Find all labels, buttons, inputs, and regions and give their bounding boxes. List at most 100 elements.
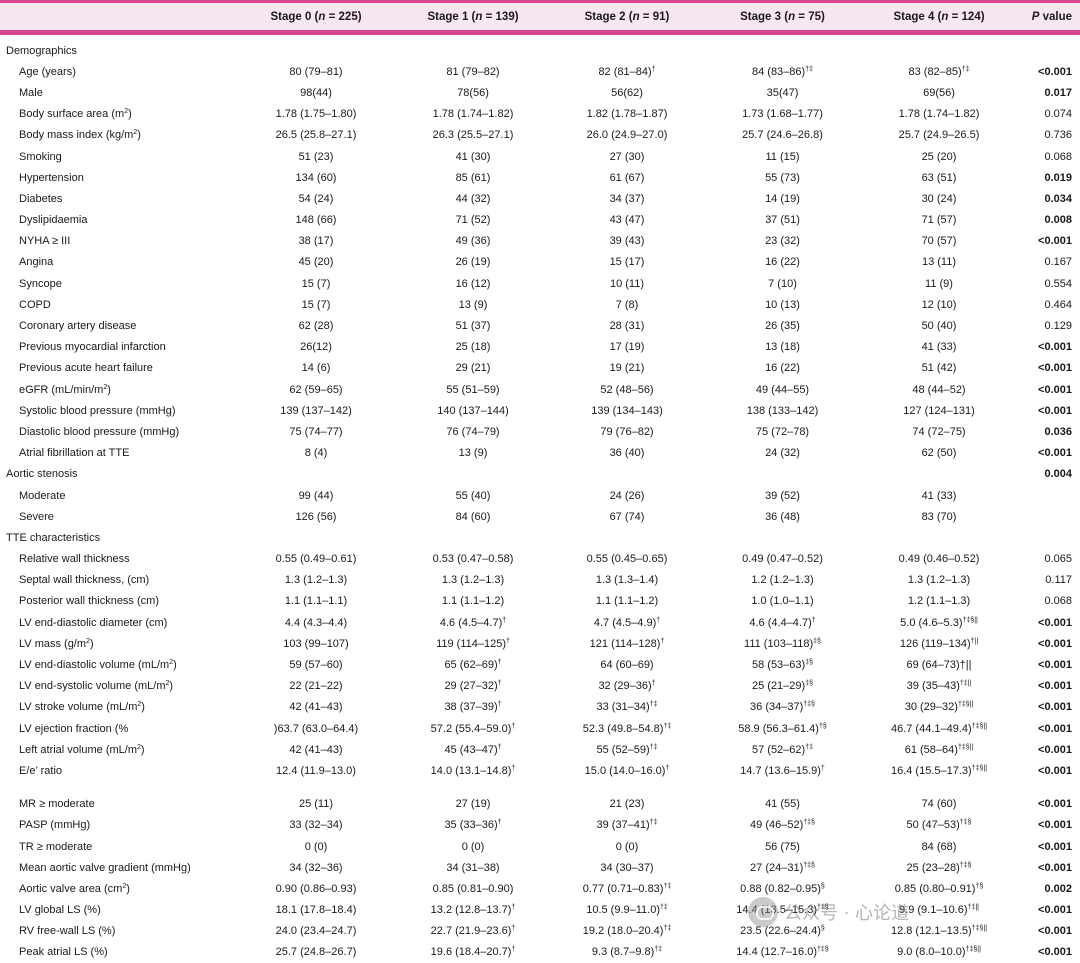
stage-1-value: 25 (18) <box>455 341 491 354</box>
row-label: LV end-diastolic diameter (cm) <box>19 616 168 629</box>
header-stage-0: Stage 0 (n = 225) <box>270 10 362 23</box>
table-row: LV mass (g/m2) 103 (99–107) 119 (114–125)†… <box>0 633 1080 654</box>
stage-3-value: 84 (83–86)†‡ <box>751 65 813 78</box>
stage-3-value: 13 (18) <box>765 341 800 354</box>
row-label: PASP (mmHg) <box>19 819 91 832</box>
stage-4-value: 9.0 (8.0–10.0)†‡§|| <box>897 946 981 959</box>
p-value: 0.002 <box>1044 882 1072 895</box>
table-row: Angina 45 (20) 26 (19) 15 (17) 16 (22) 13 (11… <box>0 252 1080 273</box>
stage-3-value: 0.88 (0.82–0.95)§ <box>740 882 825 895</box>
table-row: PASP (mmHg) 33 (32–34) 35 (33–36)† 39 (37–4… <box>0 815 1080 836</box>
stage-4-value: 51 (42) <box>921 362 957 375</box>
stage-3-value: 111 (103–118)‡§ <box>744 637 821 650</box>
significance-marker: †‡ <box>649 701 658 709</box>
stage-0-value: 1.3 (1.2–1.3) <box>284 574 348 587</box>
stage-3-value: 14.7 (13.6–15.9)† <box>740 764 825 777</box>
row-label: LV mass (g/m2) <box>19 637 94 650</box>
stage-1-value: 16 (12) <box>455 277 491 290</box>
table-row: Body mass index (kg/m2) 26.5 (25.8–27.1) 2… <box>0 125 1080 146</box>
p-value: <0.001 <box>1038 235 1072 248</box>
significance-marker: † <box>651 680 656 688</box>
p-value: 0.464 <box>1044 298 1072 311</box>
stage-0-value: 54 (24) <box>298 192 334 205</box>
p-value <box>1017 40 1080 61</box>
stage-0-value: 98(44) <box>300 86 332 99</box>
stage-1-value: 119 (114–125)† <box>436 637 510 650</box>
header-stage-4: Stage 4 (n = 124) <box>893 10 985 23</box>
stage-0-value: 8 (4) <box>304 447 328 460</box>
table-row: Moderate 99 (44) 55 (40) 24 (26) 39 (52) 41 (… <box>0 485 1080 506</box>
p-value: <0.001 <box>1038 861 1072 874</box>
significance-marker: †‡|| <box>967 904 979 912</box>
stage-3-value: 1.2 (1.2–1.3) <box>751 574 814 587</box>
stage-3-value: 16 (22) <box>765 362 800 375</box>
p-value: <0.001 <box>1038 946 1072 959</box>
stage-4-value: 11 (9) <box>925 277 953 290</box>
stage-1-value <box>396 527 550 548</box>
stage-0-value: 42 (41–43) <box>289 701 343 714</box>
stage-4-value: 1.78 (1.74–1.82) <box>898 108 980 121</box>
significance-marker: † <box>497 743 502 751</box>
p-value: 0.167 <box>1044 256 1072 269</box>
stage-3-value: 55 (73) <box>765 171 800 184</box>
stage-4-value: 69 (64–73)†|| <box>906 659 972 672</box>
p-value: <0.001 <box>1038 798 1072 811</box>
significance-marker: † <box>497 680 502 688</box>
stage-2-value: 43 (47) <box>609 214 645 227</box>
p-value: <0.001 <box>1038 637 1072 650</box>
stage-3-value: 57 (52–62)†‡ <box>751 743 813 756</box>
stage-3-value: 25.7 (24.6–26.8) <box>742 129 823 142</box>
table-row: Atrial fibrillation at TTE 8 (4) 13 (9) 36 … <box>0 443 1080 464</box>
stage-1-value: 55 (51–59) <box>446 383 500 396</box>
stage-2-value: 28 (31) <box>609 320 645 333</box>
table-row: Diastolic blood pressure (mmHg) 75 (74–77… <box>0 421 1080 442</box>
stage-0-value: 0 (0) <box>304 840 328 853</box>
stage-2-value: 56(62) <box>611 86 643 99</box>
stage-0-value: 42 (41–43) <box>289 743 343 756</box>
header-p-value: P value <box>1031 10 1072 23</box>
stage-0-value: 38 (17) <box>298 235 334 248</box>
p-value: <0.001 <box>1038 904 1072 917</box>
p-value: <0.001 <box>1038 840 1072 853</box>
stage-4-value: 25 (20) <box>921 150 957 163</box>
stage-1-value: 29 (27–32)† <box>444 680 502 693</box>
stage-1-value: 14.0 (13.1–14.8)† <box>430 764 516 777</box>
table-row: Severe 126 (56) 84 (60) 67 (74) 36 (48) 83 (7… <box>0 506 1080 527</box>
stage-3-value <box>704 527 861 548</box>
spacer-row <box>0 782 1080 794</box>
stage-1-value: 13.2 (12.8–13.7)† <box>430 904 516 917</box>
stage-2-value: 19.2 (18.0–20.4)†‡ <box>582 925 672 938</box>
significance-marker: †‡ <box>663 722 672 730</box>
stage-4-value: 5.0 (4.6–5.3)†‡§|| <box>900 616 978 629</box>
stage-0-value: 62 (59–65) <box>289 383 343 396</box>
significance-marker: †‡§|| <box>957 743 974 751</box>
significance-marker: †‡§|| <box>962 616 978 624</box>
table-body: Demographics Age (years) 80 (79–81) 81 (79–… <box>0 35 1080 963</box>
stage-1-value <box>396 40 550 61</box>
p-value: 0.008 <box>1044 214 1072 227</box>
stage-2-value: 34 (37) <box>609 192 645 205</box>
stage-4-value: 9.9 (9.1–10.6)†‡|| <box>899 904 979 917</box>
significance-marker: † <box>811 616 816 624</box>
stage-1-value: 29 (21) <box>455 362 491 375</box>
significance-marker: †‡ <box>649 819 658 827</box>
stage-3-value: 56 (75) <box>765 840 800 853</box>
table-row: Relative wall thickness 0.55 (0.49–0.61) 0… <box>0 549 1080 570</box>
significance-marker: †‡§ <box>803 819 815 827</box>
table-row: Previous acute heart failure 14 (6) 29 (21… <box>0 358 1080 379</box>
stage-2-value: 24 (26) <box>609 489 645 502</box>
significance-marker: †‡ <box>805 743 813 751</box>
stage-1-value: 35 (33–36)† <box>444 819 502 832</box>
significance-marker: †‡§|| <box>957 701 974 709</box>
table-row: eGFR (mL/min/m2) 62 (59–65) 55 (51–59) 52 (… <box>0 379 1080 400</box>
row-label: RV free-wall LS (%) <box>19 925 116 938</box>
significance-marker: † <box>660 637 665 645</box>
section-label: Demographics <box>6 44 77 57</box>
row-label: MR ≥ moderate <box>19 798 95 811</box>
stage-0-value: 15 (7) <box>301 277 331 290</box>
p-value: 0.736 <box>1044 129 1072 142</box>
p-value: <0.001 <box>1038 65 1072 78</box>
row-label: COPD <box>19 298 51 311</box>
stage-4-value: 74 (72–75) <box>912 425 966 438</box>
